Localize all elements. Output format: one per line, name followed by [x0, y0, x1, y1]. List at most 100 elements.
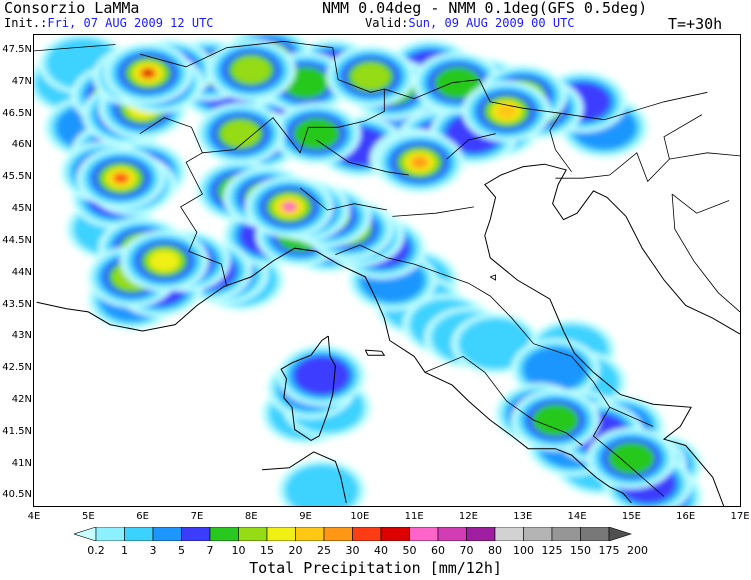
lat-tick-label: 46.5N [2, 107, 32, 119]
lon-tick-label: 7E [190, 511, 204, 522]
colorbar-swatch [181, 527, 211, 541]
lon-tick-label: 11E [404, 511, 424, 522]
country-border [424, 355, 583, 446]
lon-tick-label: 12E [458, 511, 478, 522]
precip-cell [495, 103, 518, 119]
colorbar-tick-label: 125 [541, 544, 563, 557]
map-canvas [34, 35, 740, 506]
coastline [36, 247, 632, 504]
lon-tick-label: 10E [350, 511, 370, 522]
precip-cell [412, 157, 427, 167]
colorbar-tick-label: 175 [598, 544, 620, 557]
country-border [299, 187, 388, 211]
lat-tick-label: 45.5N [2, 171, 32, 183]
colorbar-tick-label: 100 [513, 544, 534, 557]
precip-cell [149, 250, 180, 272]
lat-tick-label: 43.5N [2, 298, 32, 310]
colorbar-tick-label: 7 [206, 544, 214, 557]
country-border [34, 44, 116, 52]
colorbar-tick-label: 70 [459, 544, 474, 557]
init-time: Init.:Fri, 07 AUG 2009 12 UTC [4, 17, 214, 30]
lat-tick-label: 41N [11, 457, 32, 469]
colorbar-swatch [494, 527, 524, 541]
colorbar-swatch [437, 527, 467, 541]
colorbar-swatch [409, 527, 439, 541]
lon-tick-label: 6E [136, 511, 149, 522]
colorbar-swatch [124, 527, 154, 541]
valid-value: Sun, 09 AUG 2009 00 UTC [408, 16, 575, 30]
colorbar-tick-label: 5 [178, 544, 185, 557]
lat-tick-label: 40.5N [2, 489, 32, 501]
lat-tick-label: 47N [11, 75, 32, 87]
colorbar-tick-label: 0.2 [87, 544, 105, 557]
colorbar-swatch [352, 527, 382, 541]
valid-label: Valid: [365, 16, 409, 30]
precip-cell [523, 347, 588, 392]
colorbar-tick-label: 150 [570, 544, 591, 557]
lon-tick-label: 16E [676, 511, 696, 522]
coastline [262, 451, 347, 503]
country-border [549, 113, 572, 173]
colorbar-swatch [466, 527, 496, 541]
country-border [316, 139, 409, 176]
colorbar-tick-label: 30 [345, 544, 360, 557]
precip-cell [459, 318, 532, 369]
precip-cell [293, 117, 340, 150]
init-value: Fri, 07 AUG 2009 12 UTC [47, 16, 214, 30]
lat-tick-label: 47.5N [2, 43, 32, 55]
lon-tick-label: 15E [621, 511, 641, 522]
country-border [332, 47, 561, 114]
country-border [592, 407, 665, 497]
lat-tick-label: 41.5N [2, 425, 32, 437]
colorbar-swatch [95, 527, 125, 541]
lon-tick-label: 9E [299, 511, 312, 522]
lat-tick-label: 42N [11, 393, 32, 405]
precip-cell [294, 356, 350, 395]
colorbar-tick-label: 50 [402, 544, 417, 557]
colorbar-tick-label: 3 [149, 544, 157, 557]
lon-tick-label: 13E [513, 511, 533, 522]
country-border [335, 244, 572, 357]
country-border [180, 152, 228, 287]
country-border [560, 91, 708, 121]
country-border [139, 40, 333, 68]
lat-tick-label: 45N [11, 203, 32, 215]
country-border [671, 194, 740, 313]
lat-tick-label: 46N [11, 139, 32, 151]
coastlines [36, 163, 740, 506]
org-title: Consorzio LaMMa [4, 0, 140, 17]
lat-tick-label: 44.5N [2, 234, 32, 246]
colorbar-swatch [238, 527, 268, 541]
country-border [671, 193, 730, 214]
colorbar-tick-label: 80 [488, 544, 502, 557]
coastline [484, 163, 740, 506]
country-border [139, 89, 385, 154]
colorbar-tick-label: 200 [627, 544, 648, 557]
colorbar-swatch [380, 527, 410, 541]
precip-cell [231, 56, 271, 84]
precip-cell [141, 68, 155, 78]
colorbar-swatch [580, 527, 610, 541]
init-label: Init.: [4, 16, 48, 30]
lat-tick-label: 44N [11, 266, 32, 278]
precipitation-map [33, 34, 741, 507]
lon-tick-label: 17E [730, 511, 750, 522]
colorbar-tick-label: 60 [431, 544, 445, 557]
precip-cell [114, 173, 128, 183]
colorbar-tick-label: 10 [231, 544, 246, 557]
borders [34, 40, 740, 497]
colorbar-swatch [266, 527, 296, 541]
colorbar-tick-label: 25 [317, 544, 331, 557]
country-border [555, 152, 670, 183]
colorbar-swatch [152, 527, 182, 541]
colorbar-high-triangle [608, 527, 632, 541]
lon-tick-label: 4E [27, 511, 41, 522]
colorbar-tick-label: 15 [260, 544, 274, 557]
colorbar-tick-label: 1 [121, 544, 128, 557]
colorbar-tick-label: 20 [288, 544, 303, 557]
precip-cell [531, 403, 579, 437]
colorbar-swatch [295, 527, 325, 541]
colorbar-tick-label: 40 [374, 544, 388, 557]
precip-cell [282, 202, 296, 212]
lead-time: T=+30h [668, 15, 723, 33]
